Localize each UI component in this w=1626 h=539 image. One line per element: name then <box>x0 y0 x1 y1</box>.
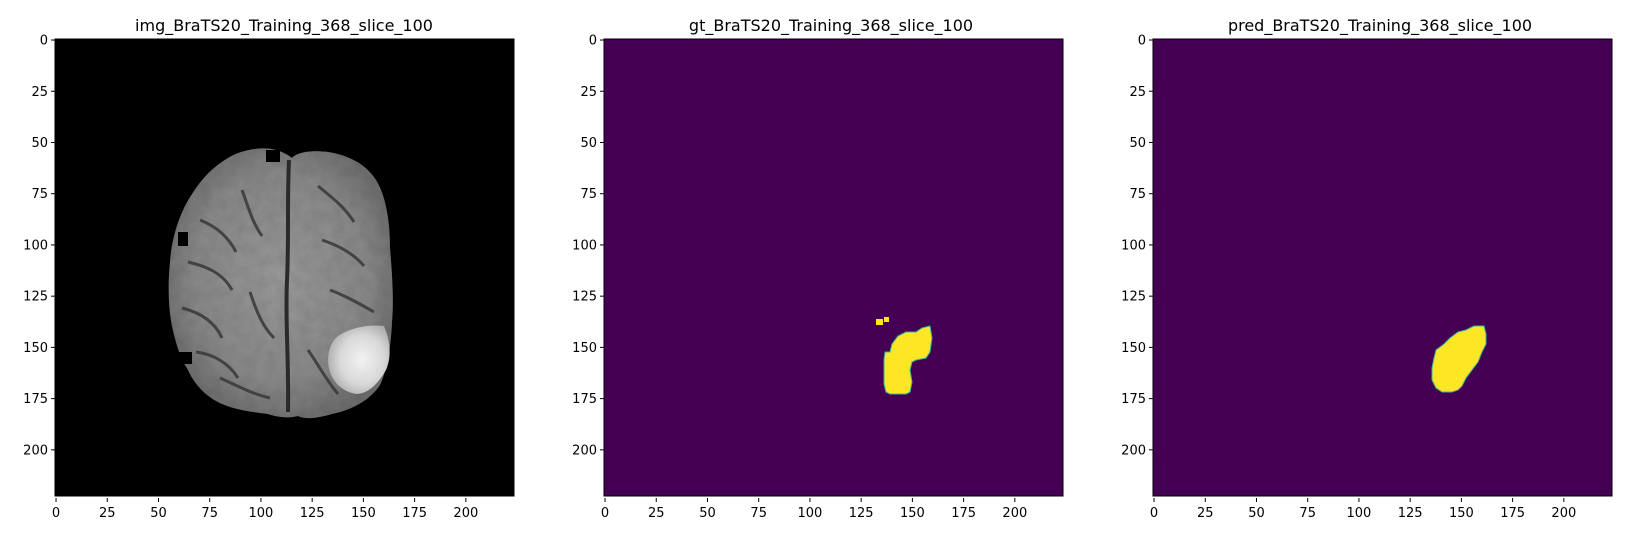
y-tick-label: 175 <box>1121 392 1146 407</box>
x-tick-label: 125 <box>1398 506 1423 521</box>
x-tick-label: 50 <box>1248 506 1265 521</box>
x-tick-label: 175 <box>402 506 427 521</box>
y-tick-label: 125 <box>1121 290 1146 305</box>
x-tick-label: 25 <box>1197 506 1214 521</box>
x-tick-label: 100 <box>1347 506 1372 521</box>
x-tick-label: 25 <box>648 506 665 521</box>
y-tick-label: 175 <box>23 392 48 407</box>
mask-speck <box>876 319 883 325</box>
panel-pred: pred_BraTS20_Training_368_slice_100 0 25 5… <box>1121 16 1613 521</box>
axes-frame <box>1152 38 1613 497</box>
y-tick-label: 175 <box>572 392 597 407</box>
x-tick-label: 25 <box>99 506 116 521</box>
x-tick-label: 200 <box>1002 506 1027 521</box>
mask-background <box>1153 39 1612 496</box>
y-tick-label: 100 <box>1121 238 1146 253</box>
x-tick-label: 0 <box>1150 506 1158 521</box>
y-axis: 0 25 50 75 100 125 150 175 200 <box>1121 34 1153 458</box>
sulci <box>181 184 375 400</box>
x-tick-label: 200 <box>453 506 478 521</box>
y-tick-label: 50 <box>1129 136 1146 151</box>
y-tick-label: 0 <box>589 34 597 49</box>
y-tick-label: 50 <box>31 136 48 151</box>
y-tick-label: 0 <box>1138 34 1146 49</box>
x-tick-label: 50 <box>150 506 167 521</box>
y-tick-label: 125 <box>23 290 48 305</box>
y-tick-label: 25 <box>31 85 48 100</box>
x-tick-label: 150 <box>900 506 925 521</box>
y-tick-label: 150 <box>572 341 597 356</box>
x-axis: 0 25 50 75 100 125 150 175 200 <box>52 498 478 521</box>
x-tick-label: 200 <box>1551 506 1576 521</box>
x-tick-label: 125 <box>300 506 325 521</box>
x-tick-label: 175 <box>1500 506 1525 521</box>
x-tick-label: 0 <box>601 506 609 521</box>
y-tick-label: 150 <box>23 341 48 356</box>
x-tick-label: 150 <box>1449 506 1474 521</box>
y-axis: 0 25 50 75 100 125 150 175 200 <box>572 34 604 458</box>
y-tick-label: 75 <box>580 187 597 202</box>
y-tick-label: 50 <box>580 136 597 151</box>
x-tick-label: 100 <box>798 506 823 521</box>
panel-gt: gt_BraTS20_Training_368_slice_100 0 25 50 7… <box>572 16 1064 521</box>
image-area <box>55 39 514 496</box>
x-tick-label: 75 <box>1299 506 1316 521</box>
y-tick-label: 200 <box>23 443 48 458</box>
x-tick-label: 125 <box>849 506 874 521</box>
panel-title: img_BraTS20_Training_368_slice_100 <box>135 16 433 36</box>
panel-img: img_BraTS20_Training_368_slice_100 <box>23 16 515 521</box>
panel-title: gt_BraTS20_Training_368_slice_100 <box>689 16 973 36</box>
x-tick-label: 50 <box>699 506 716 521</box>
edge-artifact <box>178 352 192 364</box>
mask-speck <box>884 317 889 322</box>
panel-title: pred_BraTS20_Training_368_slice_100 <box>1228 16 1532 36</box>
y-tick-label: 0 <box>40 34 48 49</box>
tumor-mask <box>883 325 933 395</box>
y-tick-label: 100 <box>23 238 48 253</box>
midline-fissure <box>284 159 291 413</box>
y-tick-label: 100 <box>572 238 597 253</box>
mask-background <box>604 39 1063 496</box>
x-axis: 0 25 50 75 100 125 150 175 200 <box>601 498 1027 521</box>
axes-frame <box>603 38 1064 497</box>
x-tick-label: 75 <box>201 506 218 521</box>
y-tick-label: 75 <box>1129 187 1146 202</box>
image-area <box>1153 39 1612 496</box>
y-tick-label: 25 <box>1129 85 1146 100</box>
x-tick-label: 100 <box>249 506 274 521</box>
lesion-hyperintensity <box>328 325 390 394</box>
x-axis: 0 25 50 75 100 125 150 175 200 <box>1150 498 1576 521</box>
x-tick-label: 175 <box>951 506 976 521</box>
y-tick-label: 25 <box>580 85 597 100</box>
axes-frame <box>54 38 515 497</box>
edge-artifact <box>178 232 188 246</box>
y-axis: 0 25 50 75 100 125 150 175 200 <box>23 34 55 458</box>
x-tick-label: 0 <box>52 506 60 521</box>
x-tick-label: 150 <box>351 506 376 521</box>
tumor-mask <box>1431 325 1487 393</box>
edge-artifact <box>266 150 280 162</box>
y-tick-label: 125 <box>572 290 597 305</box>
y-tick-label: 200 <box>1121 443 1146 458</box>
image-area <box>604 39 1063 496</box>
y-tick-label: 150 <box>1121 341 1146 356</box>
x-tick-label: 75 <box>750 506 767 521</box>
y-tick-label: 75 <box>31 187 48 202</box>
y-tick-label: 200 <box>572 443 597 458</box>
